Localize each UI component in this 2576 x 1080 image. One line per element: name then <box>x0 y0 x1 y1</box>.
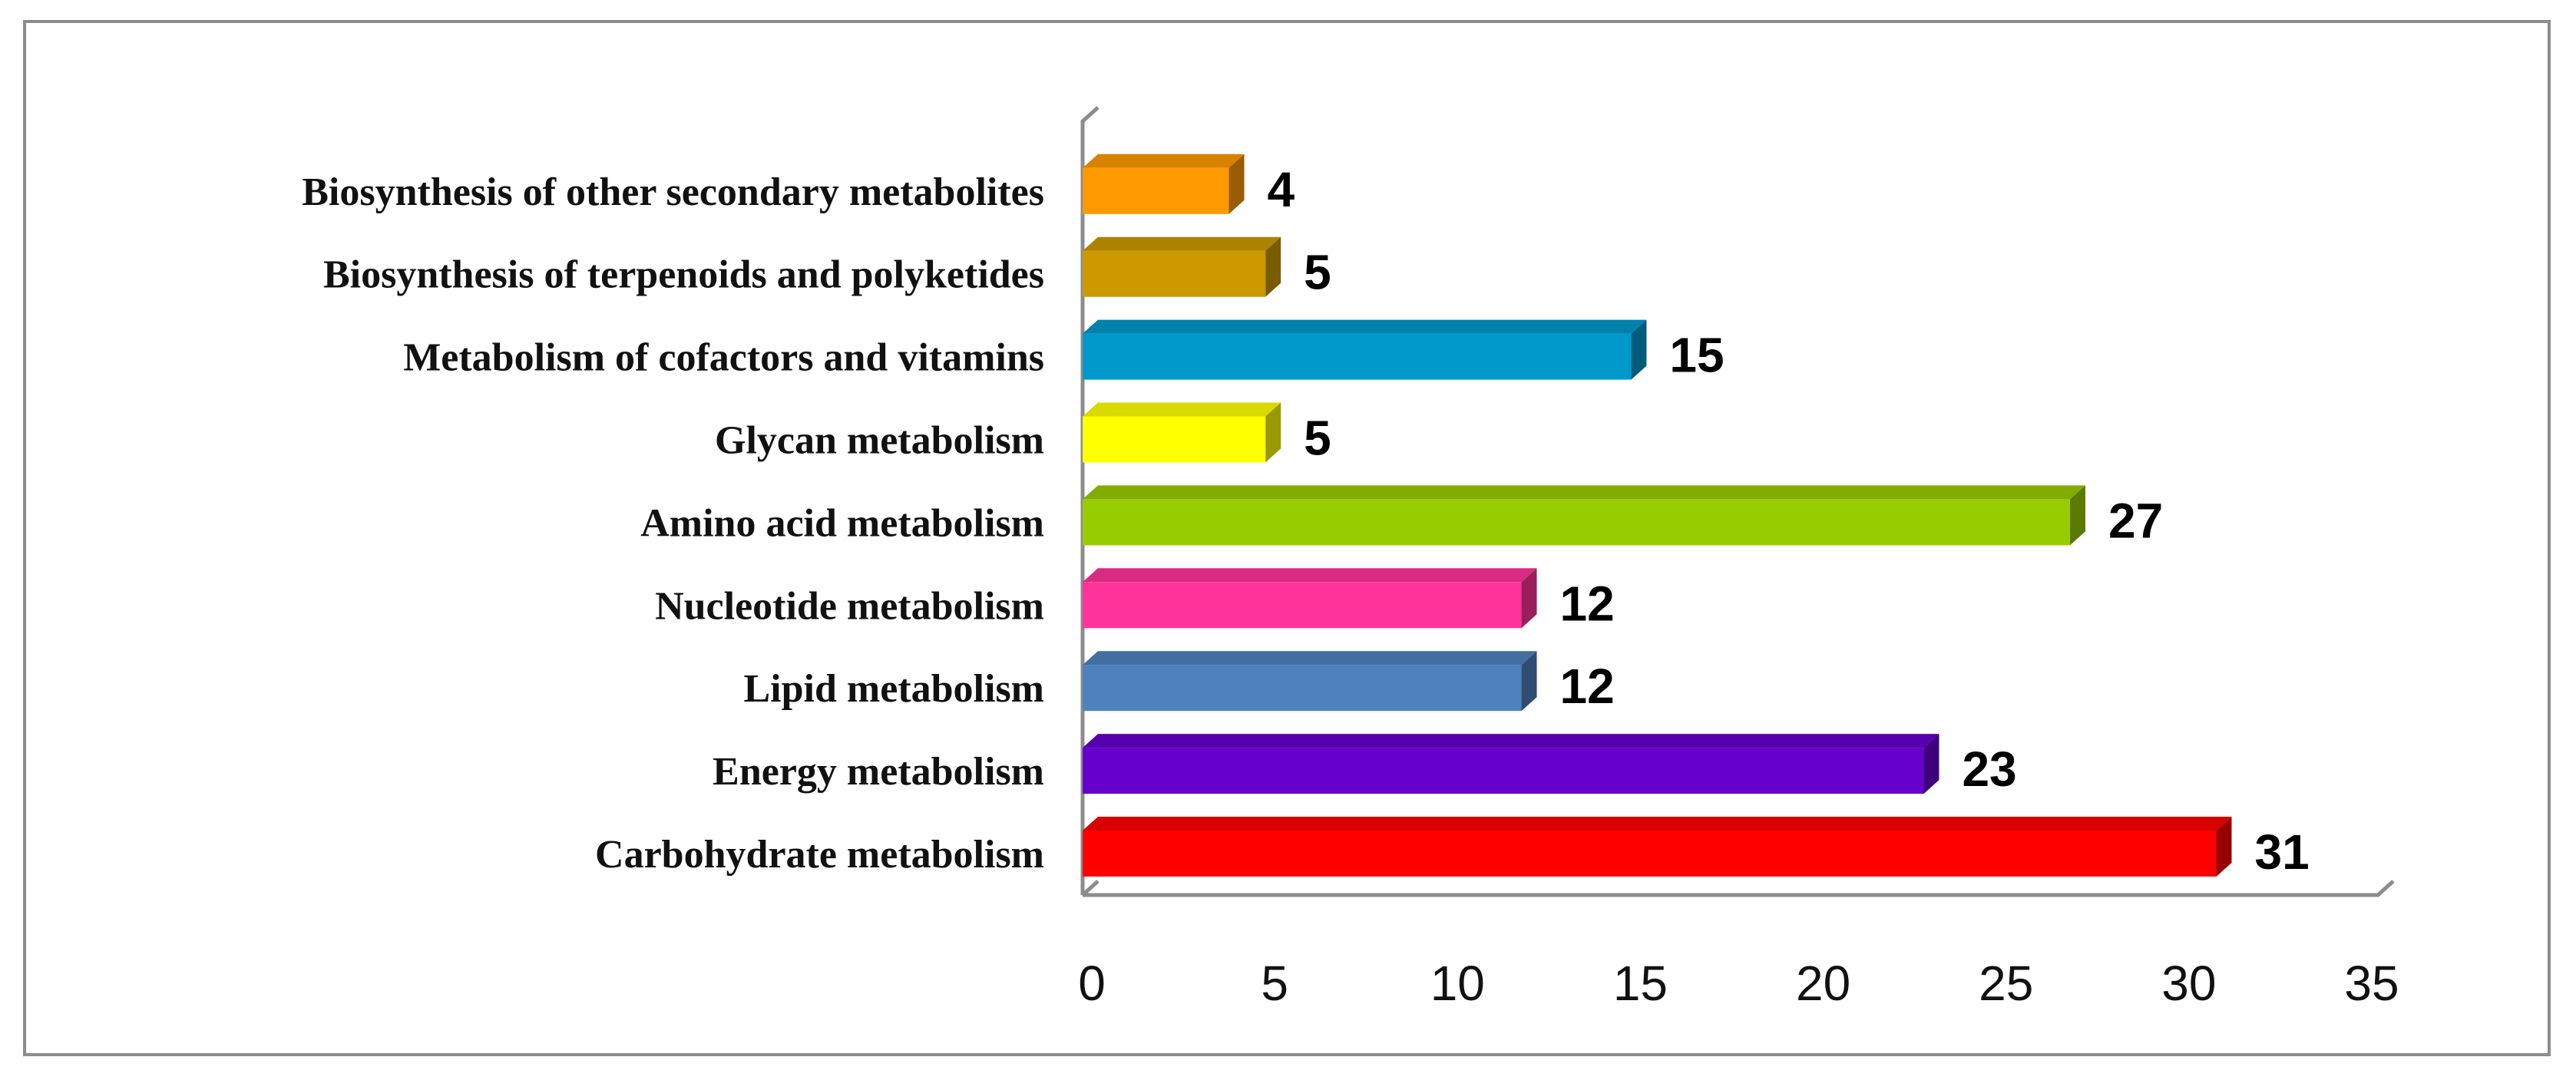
bar-front-face <box>1083 831 2217 877</box>
value-label: 23 <box>1962 741 2016 797</box>
bar-2 <box>1083 734 1939 794</box>
category-label: Lipid metabolism <box>744 667 1045 711</box>
x-tick-label: 20 <box>1796 956 1850 1011</box>
bar-3 <box>1083 651 1537 712</box>
value-label: 5 <box>1304 411 1331 466</box>
value-label: 4 <box>1268 162 1295 217</box>
value-label: 31 <box>2254 824 2309 880</box>
bar-9 <box>1083 154 1245 214</box>
bar-top-face <box>1083 485 2085 500</box>
bar-top-face <box>1083 734 1939 748</box>
bar-top-face <box>1083 319 1647 334</box>
bar-top-face <box>1083 236 1281 251</box>
bar-front-face <box>1083 416 1266 463</box>
bar-8 <box>1083 236 1281 297</box>
bar-front-face <box>1083 748 1924 794</box>
bar-side-face <box>2216 817 2232 877</box>
category-label: Nucleotide metabolism <box>655 584 1044 628</box>
x-axis-floor <box>1083 880 2395 897</box>
bar-4 <box>1083 568 1537 629</box>
bar-side-face <box>2069 485 2085 546</box>
value-label: 12 <box>1560 659 1615 714</box>
chart-bars <box>1083 154 2232 877</box>
bar-front-face <box>1083 250 1266 297</box>
category-label: Amino acid metabolism <box>640 501 1044 545</box>
bar-top-face <box>1083 154 1245 168</box>
bar-top-face <box>1083 402 1281 417</box>
category-label: Biosynthesis of terpenoids and polyketid… <box>323 253 1044 297</box>
category-labels: Carbohydrate metabolism Energy metabolism… <box>302 170 1044 877</box>
bar-side-face <box>1521 651 1537 712</box>
x-tick-label: 5 <box>1261 956 1288 1011</box>
bar-side-face <box>1228 154 1245 214</box>
bar-front-face <box>1083 333 1632 380</box>
bar-top-face <box>1083 568 1537 583</box>
x-tick-label: 35 <box>2344 956 2399 1011</box>
value-label: 5 <box>1304 245 1331 300</box>
x-tick-label: 0 <box>1078 956 1106 1011</box>
category-label: Carbohydrate metabolism <box>595 833 1044 877</box>
bar-side-face <box>1265 402 1281 463</box>
bar-side-face <box>1265 236 1281 297</box>
x-tick-label: 25 <box>1979 956 2033 1011</box>
bar-front-face <box>1083 665 1522 712</box>
chart-axes <box>1080 106 2395 897</box>
bar-side-face <box>1521 568 1537 629</box>
value-label: 12 <box>1560 576 1615 631</box>
x-tick-labels: 0 5 10 15 20 25 30 35 <box>1078 956 2399 1011</box>
bar-6 <box>1083 402 1281 463</box>
bar-7 <box>1083 319 1647 380</box>
bar-front-face <box>1083 499 2070 546</box>
category-label: Biosynthesis of other secondary metaboli… <box>302 170 1044 214</box>
value-label: 15 <box>1669 328 1724 383</box>
bar-top-face <box>1083 817 2232 831</box>
bar-5 <box>1083 485 2085 546</box>
y-axis-wall <box>1080 106 1100 895</box>
value-label: 27 <box>2108 493 2163 548</box>
category-label: Energy metabolism <box>713 750 1044 794</box>
x-tick-label: 15 <box>1613 956 1668 1011</box>
bar-side-face <box>1631 319 1647 380</box>
category-label: Glycan metabolism <box>715 419 1044 463</box>
bar-front-face <box>1083 167 1229 214</box>
x-tick-label: 30 <box>2161 956 2216 1011</box>
category-label: Metabolism of cofactors and vitamins <box>403 336 1044 380</box>
bar-side-face <box>1923 734 1939 794</box>
bar-front-face <box>1083 582 1522 629</box>
x-tick-label: 10 <box>1430 956 1485 1011</box>
bar-1 <box>1083 817 2232 877</box>
axis-corner <box>1081 880 1100 897</box>
bar-top-face <box>1083 651 1537 666</box>
